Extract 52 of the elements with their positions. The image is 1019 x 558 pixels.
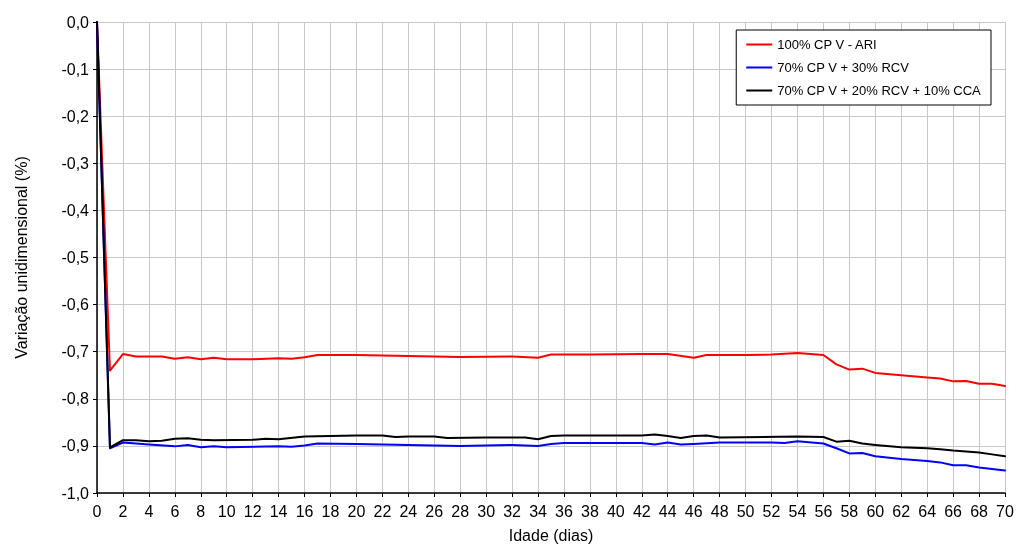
- x-tick-label: 30: [477, 502, 496, 520]
- x-tick-label: 14: [269, 502, 288, 520]
- y-tick-label: -0,7: [61, 343, 90, 361]
- x-tick-label: 64: [918, 502, 937, 520]
- x-tick-label: 36: [555, 502, 573, 520]
- x-tick-label: 56: [814, 502, 833, 520]
- x-tick-label: 70: [996, 502, 1014, 520]
- x-tick-label: 58: [840, 502, 859, 520]
- y-tick-label: -0,3: [61, 154, 90, 172]
- y-tick-label: 0,0: [66, 13, 90, 31]
- x-tick-label: 28: [451, 502, 470, 520]
- x-tick-label: 8: [196, 502, 206, 520]
- legend-label: 70% CP V + 20% RCV + 10% CCA: [777, 83, 982, 98]
- x-tick-label: 54: [788, 502, 807, 520]
- y-tick-label: -0,6: [61, 296, 90, 314]
- x-tick-label: 34: [529, 502, 548, 520]
- x-tick-label: 18: [321, 502, 340, 520]
- x-tick-label: 44: [658, 502, 677, 520]
- y-tick-label: -0,1: [61, 60, 90, 78]
- x-tick-label: 2: [118, 502, 128, 520]
- x-tick-label: 20: [347, 502, 366, 520]
- y-tick-label: -0,9: [61, 437, 90, 455]
- x-tick-label: 16: [295, 502, 314, 520]
- y-tick-label: -0,8: [61, 390, 90, 408]
- x-tick-label: 12: [243, 502, 262, 520]
- x-tick-label: 40: [606, 502, 625, 520]
- legend-label: 100% CP V - ARI: [777, 37, 877, 52]
- x-tick-label: 46: [684, 502, 703, 520]
- x-tick-label: 48: [710, 502, 729, 520]
- y-tick-label: -0,4: [61, 201, 90, 219]
- x-tick-label: 66: [944, 502, 963, 520]
- x-tick-label: 4: [144, 502, 154, 520]
- x-tick-label: 52: [762, 502, 781, 520]
- x-tick-label: 60: [866, 502, 885, 520]
- x-tick-label: 0: [92, 502, 102, 520]
- y-axis-title: Variação unidimensional (%): [12, 156, 30, 359]
- x-tick-label: 32: [503, 502, 522, 520]
- x-tick-label: 50: [736, 502, 755, 520]
- x-tick-label: 26: [425, 502, 444, 520]
- y-tick-label: -0,5: [61, 249, 90, 266]
- x-tick-label: 42: [632, 502, 651, 520]
- x-tick-label: 68: [970, 502, 989, 520]
- legend-label: 70% CP V + 30% RCV: [777, 60, 910, 75]
- x-tick-label: 24: [399, 502, 418, 520]
- x-tick-label: 6: [170, 502, 180, 520]
- y-tick-label: -0,2: [61, 107, 90, 125]
- x-axis-title: Idade (dias): [508, 526, 594, 544]
- y-tick-label: -1,0: [61, 484, 90, 502]
- x-tick-label: 22: [373, 502, 392, 520]
- x-tick-label: 10: [217, 502, 236, 520]
- x-tick-label: 62: [892, 502, 911, 520]
- x-tick-label: 38: [581, 502, 599, 520]
